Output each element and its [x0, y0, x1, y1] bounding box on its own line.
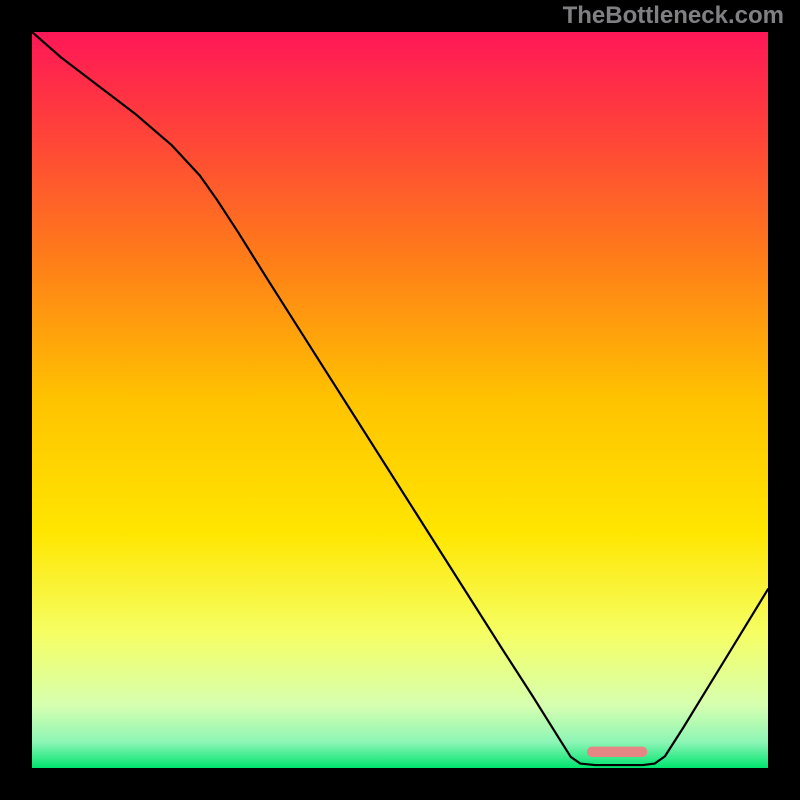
- bottleneck-chart: [0, 0, 800, 800]
- chart-root: TheBottleneck.com: [0, 0, 800, 800]
- plot-area: [32, 32, 768, 768]
- optimal-range-marker: [587, 747, 647, 757]
- gradient-background: [32, 32, 768, 768]
